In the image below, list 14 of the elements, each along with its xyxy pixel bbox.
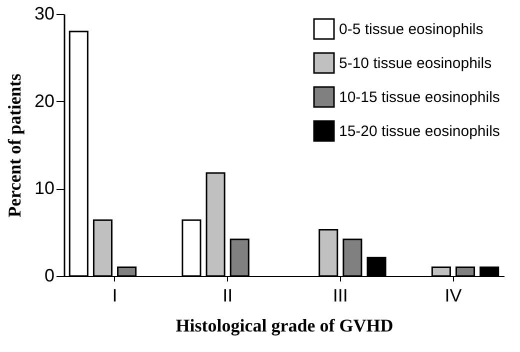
legend-label: 10-15 tissue eosinophils — [339, 89, 500, 106]
x-tick-label: IV — [444, 286, 462, 306]
y-tick-label: 20 — [34, 90, 54, 111]
legend-label: 5-10 tissue eosinophils — [339, 55, 492, 72]
x-tick-label: III — [332, 286, 348, 306]
legend-label: 0-5 tissue eosinophils — [339, 21, 484, 38]
y-tick-label: 0 — [44, 266, 54, 286]
x-axis-title: Histological grade of GVHD — [176, 316, 394, 336]
y-tick-label: 10 — [34, 178, 54, 198]
y-tick-label: 30 — [34, 4, 54, 24]
legend-label: 15-20 tissue eosinophils — [339, 123, 500, 140]
x-tick-label: II — [222, 286, 233, 306]
y-axis-title: Percent of patients — [4, 74, 24, 218]
x-tick-label: I — [112, 286, 118, 306]
